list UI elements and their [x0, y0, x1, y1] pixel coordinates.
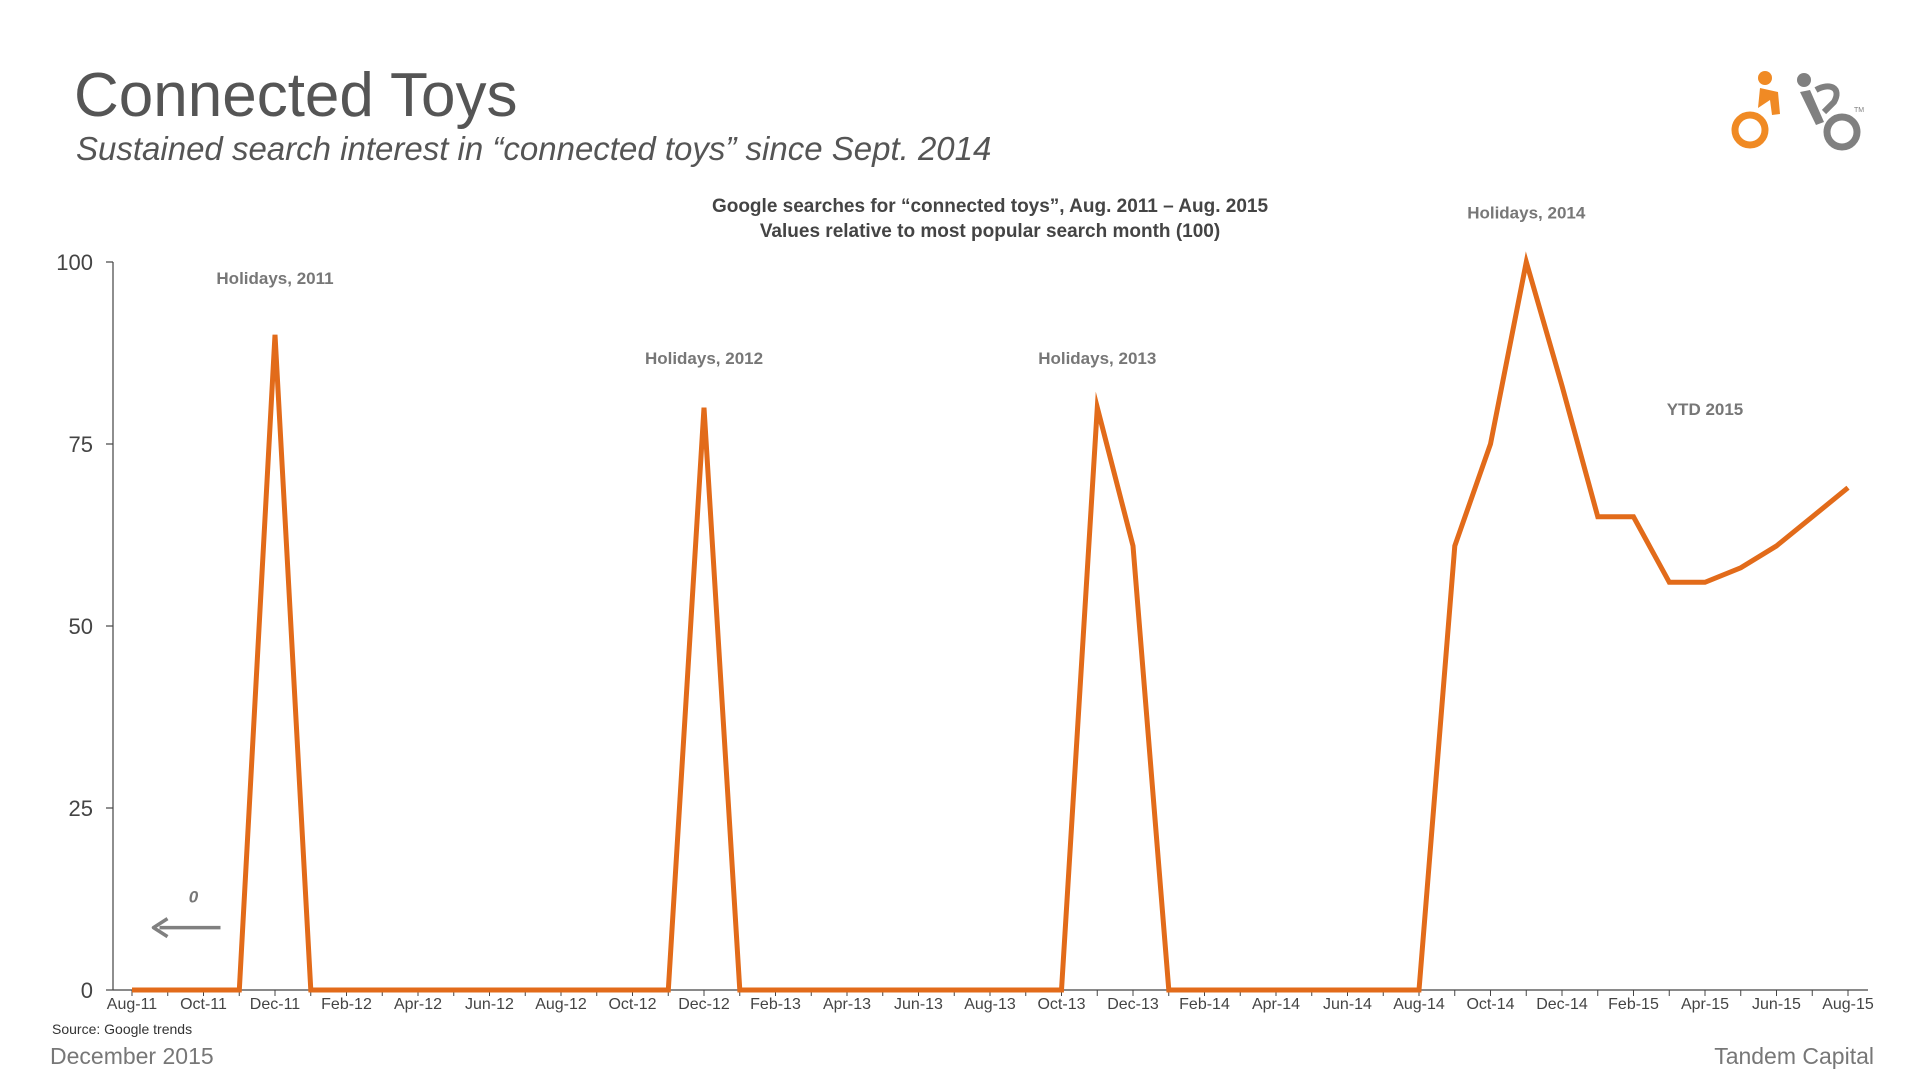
- x-tick-label: Feb-15: [1608, 996, 1659, 1013]
- x-tick-label: Jun-13: [894, 996, 943, 1013]
- logo-tm-label: TM: [1854, 107, 1864, 114]
- chart-annotation: Holidays, 2012: [645, 349, 763, 368]
- x-tick-label: Jun-15: [1752, 996, 1801, 1013]
- series-layer: [132, 251, 1850, 993]
- y-tick-label: 25: [69, 796, 93, 821]
- x-tick-label: Apr-13: [823, 996, 871, 1013]
- chart-annotation: Holidays, 2013: [1038, 349, 1156, 368]
- chart-subtitle: Values relative to most popular search m…: [760, 221, 1220, 242]
- x-tick-label: Aug-15: [1822, 996, 1874, 1013]
- x-tick-label: Oct-14: [1466, 996, 1514, 1013]
- chart-title: Google searches for “connected toys”, Au…: [712, 196, 1269, 217]
- y-tick-label: 100: [56, 250, 93, 275]
- footer-company: Tandem Capital: [1714, 1043, 1874, 1069]
- x-tick-label: Feb-14: [1179, 996, 1230, 1013]
- x-tick-label: Oct-11: [180, 996, 227, 1013]
- x-tick-label: Dec-11: [250, 996, 300, 1013]
- x-tick-label: Dec-14: [1536, 996, 1588, 1013]
- page-subtitle: Sustained search interest in “connected …: [76, 130, 992, 167]
- zero-marker-label: 0: [189, 888, 199, 907]
- tandem-logo-icon: TM: [1731, 71, 1864, 151]
- page-title: Connected Toys: [74, 61, 518, 130]
- x-tick-label: Oct-13: [1037, 996, 1085, 1013]
- chart-annotation: YTD 2015: [1667, 400, 1744, 419]
- x-tick-label: Apr-14: [1252, 996, 1300, 1013]
- x-tick-label: Feb-12: [321, 996, 372, 1013]
- x-tick-label: Aug-14: [1393, 996, 1445, 1013]
- x-tick-label: Aug-11: [107, 996, 158, 1013]
- annotation-layer: Holidays, 2011 Holidays, 2012 Holidays, 20…: [151, 203, 1744, 939]
- x-tick-label: Aug-12: [535, 996, 587, 1013]
- x-tick-label: Apr-15: [1681, 996, 1729, 1013]
- x-tick-label: Jun-12: [465, 996, 514, 1013]
- x-tick-label: Oct-12: [608, 996, 656, 1013]
- x-tick-label: Feb-13: [750, 996, 801, 1013]
- left-arrow-head-icon: [151, 917, 169, 939]
- x-tick-label: Jun-14: [1323, 996, 1372, 1013]
- chart-annotation: Holidays, 2014: [1467, 203, 1586, 222]
- chart-annotation: Holidays, 2011: [216, 269, 333, 288]
- y-tick-label: 0: [81, 978, 93, 1003]
- y-axis-ticks: 0 25 50 75 100: [56, 250, 113, 1003]
- x-tick-label: Dec-13: [1107, 996, 1159, 1013]
- x-tick-label: Aug-13: [964, 996, 1016, 1013]
- x-tick-label: Dec-12: [678, 996, 730, 1013]
- y-tick-label: 75: [69, 432, 93, 457]
- x-tick-label: Apr-12: [394, 996, 442, 1013]
- x-axis-ticks: Aug-11 Oct-11 Dec-11 Feb-12 Apr-12 Jun-12 Aug-…: [107, 990, 1874, 1013]
- y-tick-label: 50: [69, 614, 93, 639]
- series-line: [132, 251, 1850, 993]
- source-note: Source: Google trends: [52, 1021, 193, 1037]
- footer-date: December 2015: [50, 1043, 214, 1069]
